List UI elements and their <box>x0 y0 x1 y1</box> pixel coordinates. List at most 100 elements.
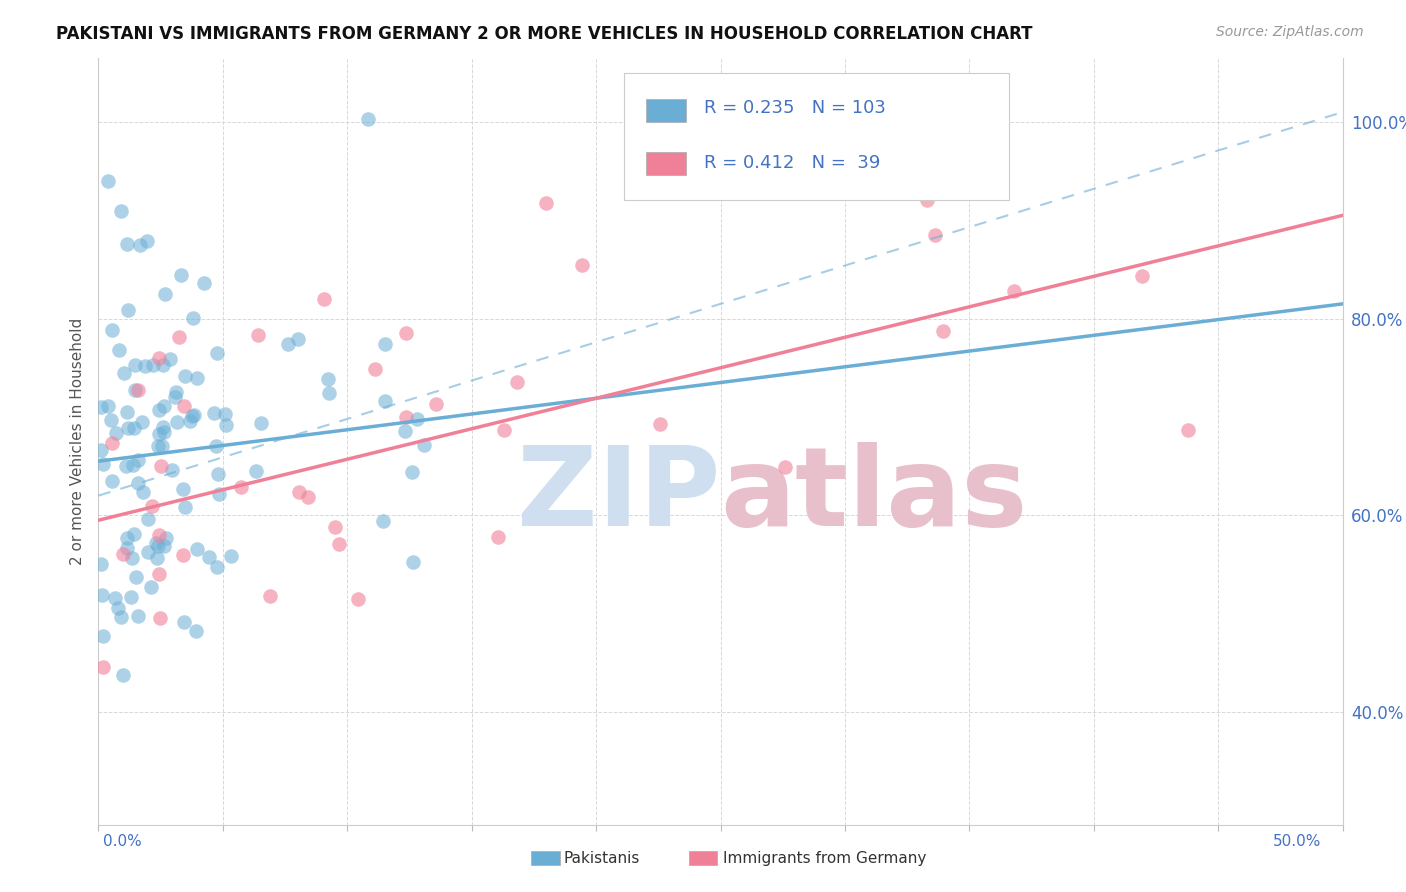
Point <box>395 326 418 340</box>
Point <box>141 580 163 594</box>
Point <box>402 555 425 569</box>
Point <box>125 569 148 583</box>
Text: atlas: atlas <box>721 442 1028 549</box>
Point <box>150 439 173 453</box>
Point <box>124 383 146 397</box>
Point <box>165 390 187 404</box>
Point <box>373 393 395 408</box>
Text: Immigrants from Germany: Immigrants from Germany <box>723 851 927 865</box>
Point <box>406 412 429 426</box>
Point <box>425 397 447 411</box>
Point <box>115 541 138 556</box>
Point <box>648 417 671 431</box>
Point <box>180 409 202 424</box>
Point <box>328 537 350 551</box>
Point <box>207 467 229 481</box>
Point <box>132 485 155 500</box>
Text: ZIP: ZIP <box>517 442 721 549</box>
Point <box>165 385 187 400</box>
Point <box>166 415 188 429</box>
Point <box>145 535 167 549</box>
Point <box>318 386 340 401</box>
Point <box>117 237 139 252</box>
Point <box>534 195 557 210</box>
Point <box>172 548 194 562</box>
Point <box>120 590 142 604</box>
Point <box>323 520 346 534</box>
Point <box>401 465 423 479</box>
Point <box>297 490 319 504</box>
Point <box>179 414 201 428</box>
Point <box>148 566 170 581</box>
Point <box>136 545 159 559</box>
Point <box>91 660 114 674</box>
Point <box>259 589 281 603</box>
Point <box>127 453 149 467</box>
Point <box>775 460 797 475</box>
Point <box>246 328 269 343</box>
Point <box>146 550 169 565</box>
Point <box>122 458 145 473</box>
Point <box>219 549 242 564</box>
Point <box>108 343 131 357</box>
Point <box>374 337 396 351</box>
Point <box>162 463 184 477</box>
Point <box>915 193 938 207</box>
Point <box>111 668 134 682</box>
Point <box>215 418 238 433</box>
Point <box>153 399 176 413</box>
Point <box>183 409 205 423</box>
Point <box>141 499 163 513</box>
Point <box>153 287 176 301</box>
Point <box>149 458 172 473</box>
Point <box>131 415 153 429</box>
Text: 50.0%: 50.0% <box>1274 834 1322 848</box>
Point <box>170 268 193 283</box>
Point <box>250 416 273 430</box>
Point <box>97 400 120 414</box>
Point <box>214 407 236 421</box>
Point <box>127 475 149 490</box>
Point <box>173 369 195 384</box>
Point <box>155 531 177 545</box>
Text: Pakistanis: Pakistanis <box>564 851 640 865</box>
Point <box>110 203 132 218</box>
Point <box>148 528 170 542</box>
Point <box>152 358 174 372</box>
Point <box>104 426 127 441</box>
Point <box>115 532 138 546</box>
Point <box>134 359 156 374</box>
Point <box>96 174 118 188</box>
Point <box>148 539 170 553</box>
Point <box>931 324 953 338</box>
Point <box>205 346 228 360</box>
Point <box>117 421 139 435</box>
Point <box>115 459 138 474</box>
Point <box>924 227 946 242</box>
Point <box>90 401 112 415</box>
Point <box>101 475 124 489</box>
Point <box>347 592 370 607</box>
Point <box>101 323 124 337</box>
Point <box>277 336 299 351</box>
Point <box>124 420 146 434</box>
Point <box>229 480 252 494</box>
Point <box>101 436 124 450</box>
Point <box>364 361 387 376</box>
Point <box>394 424 416 438</box>
Text: R = 0.412   N =  39: R = 0.412 N = 39 <box>704 154 880 172</box>
Point <box>127 609 149 624</box>
Point <box>127 383 149 397</box>
Point <box>117 302 139 317</box>
Point <box>149 611 172 625</box>
Point <box>111 547 134 561</box>
Point <box>148 426 170 441</box>
Point <box>159 352 181 367</box>
Point <box>571 258 593 272</box>
Point <box>395 409 418 424</box>
Point <box>1132 268 1154 283</box>
Point <box>316 371 339 385</box>
Point <box>148 351 170 366</box>
Point <box>202 405 225 419</box>
Y-axis label: 2 or more Vehicles in Household: 2 or more Vehicles in Household <box>69 318 84 566</box>
